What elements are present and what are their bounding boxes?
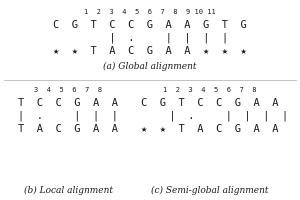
Text: (c) Semi-global alignment: (c) Semi-global alignment — [151, 185, 269, 195]
Text: |  .     |  |  |  |: | . | | | | — [72, 33, 228, 43]
Text: (a) Global alignment: (a) Global alignment — [103, 61, 197, 71]
Text: (b) Local alignment: (b) Local alignment — [23, 185, 112, 195]
Text: 3  4  5  6  7  8: 3 4 5 6 7 8 — [34, 87, 102, 93]
Text: |  .     |  |  |  |: | . | | | | — [132, 111, 288, 121]
Text: ★  ★  T  A  C  G  A  A: ★ ★ T A C G A A — [141, 124, 279, 134]
Text: T  A  C  G  A  A: T A C G A A — [18, 124, 118, 134]
Text: C  G  T  C  C  G  A  A  G  T  G: C G T C C G A A G T G — [53, 20, 247, 30]
Text: 1  2  3  4  5  6  7  8  9 10 11: 1 2 3 4 5 6 7 8 9 10 11 — [84, 9, 216, 15]
Text: |  .     |  |  |: | . | | | — [18, 111, 118, 121]
Text: 1  2  3  4  5  6  7  8: 1 2 3 4 5 6 7 8 — [163, 87, 257, 93]
Text: T  C  C  G  A  A: T C C G A A — [18, 98, 118, 108]
Text: ★  ★  T  A  C  G  A  A  ★  ★  ★: ★ ★ T A C G A A ★ ★ ★ — [53, 46, 247, 56]
Text: C  G  T  C  C  G  A  A: C G T C C G A A — [141, 98, 279, 108]
